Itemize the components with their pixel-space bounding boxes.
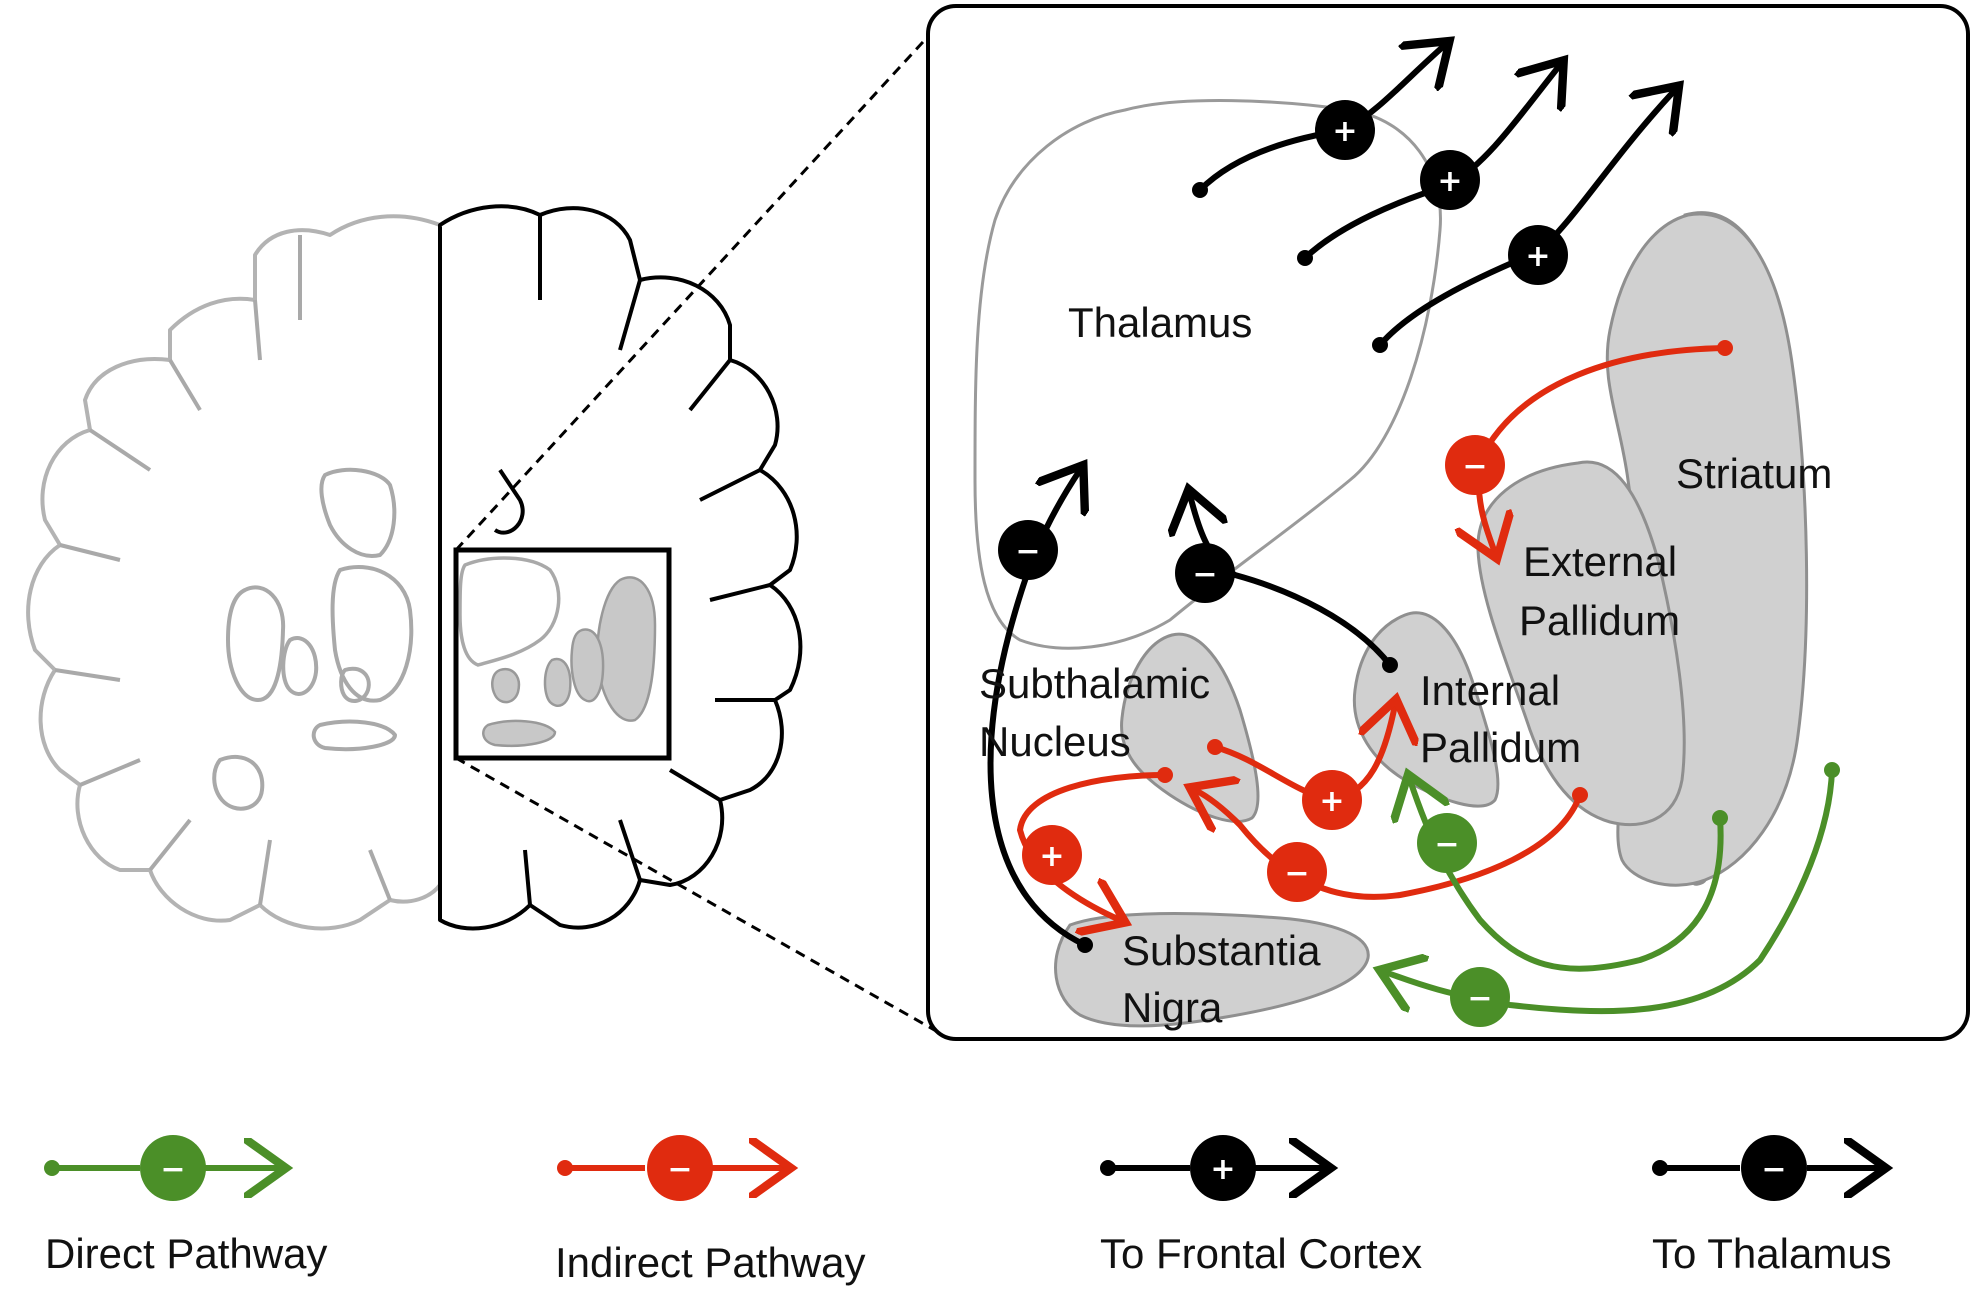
endpoint-dot (1712, 810, 1728, 826)
label-substantia-2: Nigra (1122, 984, 1223, 1031)
endpoint-dot (1572, 787, 1588, 803)
mini-pallidum-ext (570, 628, 605, 703)
legend-frontal: + To Frontal Cortex (1100, 1135, 1422, 1277)
legend-indirect-label: Indirect Pathway (555, 1239, 866, 1286)
indirect-striatum-to-gpe (1479, 345, 1728, 553)
left-ventricle-1 (319, 467, 397, 558)
plus-circle-red: + (1022, 825, 1082, 885)
svg-text:+: + (1525, 239, 1550, 274)
substantia-nigra-region (1054, 912, 1370, 1028)
endpoint-dot (1824, 762, 1840, 778)
legend-direct-label: Direct Pathway (45, 1230, 327, 1277)
legend-thalamus: − To Thalamus (1652, 1135, 1892, 1277)
endpoint-dot (1717, 340, 1733, 356)
left-small-2 (311, 719, 397, 752)
plus-circle: + (1508, 225, 1568, 285)
left-gyri-detail (54, 235, 392, 906)
endpoint-dot (1297, 250, 1313, 266)
svg-text:+: + (1039, 839, 1064, 874)
thalamus-path-from-gpi (1190, 495, 1393, 668)
mini-sn (482, 719, 557, 747)
legend-direct: − Direct Pathway (44, 1135, 327, 1277)
indirect-stn-to-sn (1016, 772, 1168, 920)
label-internal-pallidum-1: Internal (1420, 667, 1560, 714)
mini-stn (491, 667, 521, 704)
label-striatum: Striatum (1676, 450, 1832, 497)
plus-circle-red: + (1302, 770, 1362, 830)
zoom-connector-top (454, 16, 947, 552)
endpoint-dot (1077, 937, 1093, 953)
right-gyri-detail (493, 215, 775, 906)
sign-circles: + + + − − − + + (998, 100, 1568, 1027)
region-labels: Thalamus Striatum External Pallidum Inte… (979, 299, 1832, 1031)
label-internal-pallidum-2: Pallidum (1420, 724, 1581, 771)
left-small-1 (339, 666, 371, 703)
mini-thalamus (458, 556, 561, 667)
svg-text:−: − (1462, 449, 1487, 484)
legend-thalamus-label: To Thalamus (1652, 1230, 1892, 1277)
endpoint-dot (1157, 767, 1173, 783)
svg-text:−: − (160, 1152, 185, 1187)
legend-frontal-label: To Frontal Cortex (1100, 1230, 1422, 1277)
left-putamen (226, 585, 286, 702)
svg-text:−: − (1761, 1152, 1786, 1187)
legend: − Direct Pathway − Indirect Pathway + To… (44, 1135, 1892, 1286)
endpoint-dot (1207, 739, 1223, 755)
svg-text:−: − (1015, 534, 1040, 569)
mini-striatum (596, 576, 657, 722)
minus-circle-red: − (1445, 435, 1505, 495)
label-substantia-1: Substantia (1122, 927, 1321, 974)
left-pallidum (281, 636, 319, 696)
minus-circle-red: − (1267, 842, 1327, 902)
endpoint-dot (1382, 657, 1398, 673)
indirect-gpe-to-stn (1195, 790, 1583, 900)
left-caudate (330, 564, 414, 703)
svg-text:−: − (1467, 981, 1492, 1016)
svg-text:−: − (667, 1152, 692, 1187)
label-thalamus: Thalamus (1068, 299, 1252, 346)
thalamus-region (973, 99, 1442, 650)
svg-text:+: + (1210, 1152, 1235, 1187)
label-subthalamic-2: Nucleus (979, 718, 1131, 765)
svg-text:−: − (1284, 856, 1309, 891)
minus-circle: − (1175, 543, 1235, 603)
minus-circle-green: − (1417, 813, 1477, 873)
endpoint-dot (1192, 182, 1208, 198)
label-external-pallidum-2: Pallidum (1519, 597, 1680, 644)
svg-text:−: − (1192, 557, 1217, 592)
svg-text:−: − (1434, 827, 1459, 862)
brain-section (26, 16, 947, 1038)
svg-text:+: + (1332, 114, 1357, 149)
mini-pallidum-int (543, 657, 572, 707)
zoom-rectangle (453, 547, 672, 761)
zoom-connector-bottom (455, 756, 946, 1038)
minus-circle-green: − (1450, 967, 1510, 1027)
endpoint-dot (1372, 337, 1388, 353)
legend-indirect: − Indirect Pathway (555, 1135, 866, 1286)
plus-circle: + (1420, 150, 1480, 210)
plus-circle: + (1315, 100, 1375, 160)
left-small-3 (212, 754, 265, 811)
svg-text:+: + (1437, 164, 1462, 199)
label-external-pallidum-1: External (1523, 538, 1677, 585)
label-subthalamic-1: Subthalamic (979, 660, 1210, 707)
minus-circle: − (998, 520, 1058, 580)
svg-text:+: + (1319, 784, 1344, 819)
